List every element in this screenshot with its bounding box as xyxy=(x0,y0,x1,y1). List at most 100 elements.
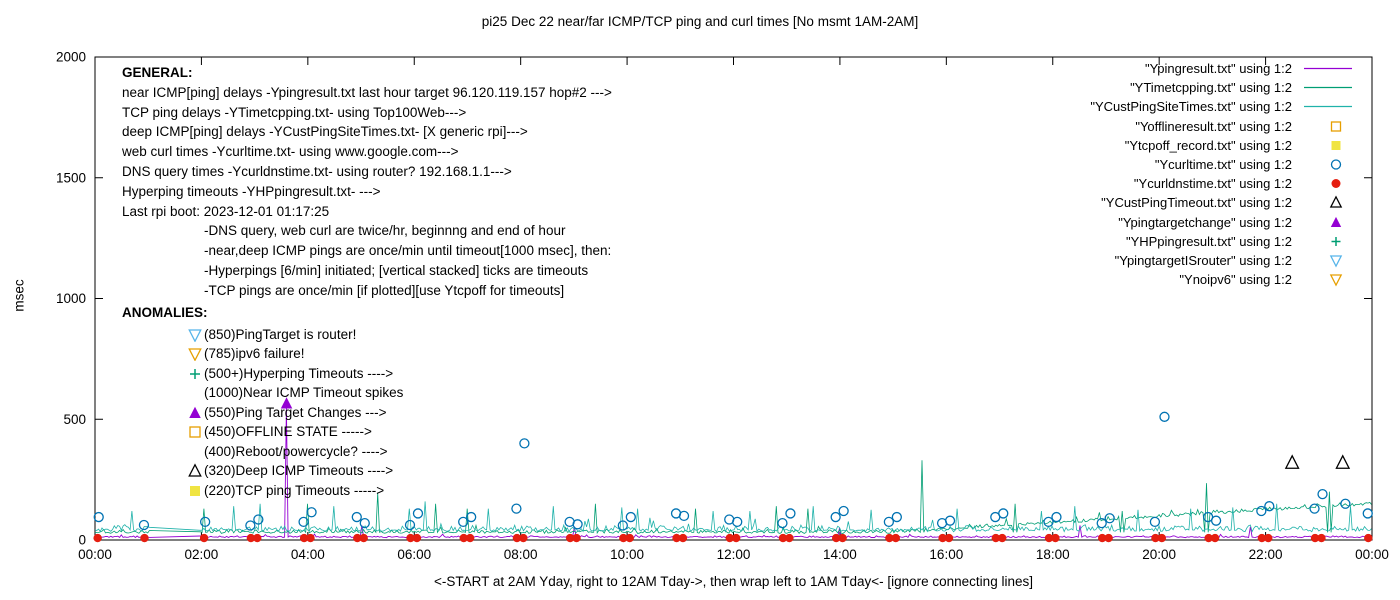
general-notes: GENERAL: near ICMP[ping] delays -Ypingre… xyxy=(122,63,612,301)
legend-entry-label: "YpingtargetISrouter" using 1:2 xyxy=(1114,252,1292,268)
anomaly-item: (500+)Hyperping Timeouts ----> xyxy=(188,364,403,384)
x-axis-label: <-START at 2AM Yday, right to 12AM Tday-… xyxy=(434,574,1033,589)
series-line-YTimetcpping.txt xyxy=(94,460,1372,535)
x-tick-label: 08:00 xyxy=(504,547,538,562)
y-tick-label: 1000 xyxy=(56,291,86,306)
legend-entry-label: "Ypingtargetchange" using 1:2 xyxy=(1118,214,1292,230)
series-markers-Ypingtargetchange xyxy=(280,397,293,409)
legend-entry: "Ypingresult.txt" using 1:2 xyxy=(1090,59,1354,78)
legend-triangle-up-open-icon xyxy=(1329,195,1343,209)
legend-entry: "Yofflineresult.txt" using 1:2 xyxy=(1090,117,1354,136)
legend-entry: "YCustPingSiteTimes.txt" using 1:2 xyxy=(1090,97,1354,116)
triangle-up-open-icon xyxy=(188,463,202,477)
legend-entry: "Ytcpoff_record.txt" using 1:2 xyxy=(1090,136,1354,155)
general-indented-line: -TCP pings are once/min [if plotted][use… xyxy=(204,282,565,298)
x-tick-label: 18:00 xyxy=(1036,547,1070,562)
anomaly-item: (320)Deep ICMP Timeouts ----> xyxy=(188,461,403,481)
anomaly-item: (1000)Near ICMP Timeout spikes xyxy=(188,383,403,403)
marker-spacer xyxy=(188,444,203,459)
anomaly-item: (550)Ping Target Changes ---> xyxy=(188,403,403,423)
y-tick-label: 500 xyxy=(63,412,86,427)
legend-entry-label: "Yofflineresult.txt" using 1:2 xyxy=(1135,118,1292,134)
legend-entry: "YpingtargetISrouter" using 1:2 xyxy=(1090,251,1354,270)
legend-entry-label: "Ycurltime.txt" using 1:2 xyxy=(1154,157,1292,173)
x-tick-label: 22:00 xyxy=(1249,547,1283,562)
x-tick-label: 16:00 xyxy=(929,547,963,562)
anomaly-text: (850)PingTarget is router! xyxy=(204,326,357,342)
x-tick-label: 00:00 xyxy=(1355,547,1389,562)
legend-triangle-down-open-icon xyxy=(1329,255,1343,268)
legend-line-sample xyxy=(1304,87,1352,89)
y-tick-label: 2000 xyxy=(56,50,86,65)
x-tick-label: 02:00 xyxy=(185,547,219,562)
legend-entry: "Ynoipv6" using 1:2 xyxy=(1090,270,1354,289)
square-filled-icon xyxy=(190,485,200,496)
legend-square-filled-icon xyxy=(1331,140,1341,150)
legend-entry-label: "YTimetcpping.txt" using 1:2 xyxy=(1130,80,1292,96)
legend-entry-label: "Ynoipv6" using 1:2 xyxy=(1179,272,1292,288)
anomaly-text: (450)OFFLINE STATE -----> xyxy=(204,424,372,439)
y-tick-label: 1500 xyxy=(56,170,86,185)
marker-spacer xyxy=(188,385,203,400)
legend-entry: "Ycurldnstime.txt" using 1:2 xyxy=(1090,174,1354,193)
general-indented-line: -near,deep ICMP pings are once/min until… xyxy=(204,243,612,259)
legend-plus-icon xyxy=(1331,236,1341,246)
anomaly-item: (220)TCP ping Timeouts -----> xyxy=(188,481,403,501)
anomaly-text: (220)TCP ping Timeouts -----> xyxy=(204,482,385,498)
triangle-down-open-icon xyxy=(188,348,202,362)
legend-entry: "YTimetcpping.txt" using 1:2 xyxy=(1090,78,1354,97)
legend-entry-label: "YCustPingSiteTimes.txt" using 1:2 xyxy=(1090,99,1292,115)
general-line: DNS query times -Ycurldnstime.txt- using… xyxy=(122,163,512,179)
legend: "Ypingresult.txt" using 1:2 "YTimetcpping… xyxy=(1090,59,1354,289)
legend-entry: "Ycurltime.txt" using 1:2 xyxy=(1090,155,1354,174)
plus-icon xyxy=(190,368,200,379)
legend-triangle-up-filled-icon xyxy=(1330,216,1342,227)
series-markers-YCustPingTimeout.txt xyxy=(1284,454,1351,469)
legend-entry-label: "YCustPingTimeout.txt" using 1:2 xyxy=(1101,195,1292,211)
legend-entry-label: "YHPpingresult.txt" using 1:2 xyxy=(1125,233,1292,249)
general-line: near ICMP[ping] delays -Ypingresult.txt … xyxy=(122,84,612,100)
anomaly-text: (500+)Hyperping Timeouts ----> xyxy=(204,365,394,381)
legend-square-open-icon xyxy=(1330,121,1342,132)
x-tick-label: 10:00 xyxy=(610,547,644,562)
chart-title: pi25 Dec 22 near/far ICMP/TCP ping and c… xyxy=(481,14,919,29)
general-indented-line: -DNS query, web curl are twice/hr, begin… xyxy=(204,223,566,239)
legend-line-sample xyxy=(1304,67,1352,70)
legend-entry-label: "Ycurldnstime.txt" using 1:2 xyxy=(1133,176,1292,192)
legend-entry: "YHPpingresult.txt" using 1:2 xyxy=(1090,232,1354,251)
x-tick-label: 20:00 xyxy=(1142,547,1176,562)
series-line-YCustPingSiteTimes.txt xyxy=(94,501,1372,533)
anomaly-text: (785)ipv6 failure! xyxy=(204,346,305,361)
x-tick-label: 06:00 xyxy=(397,547,431,562)
anomaly-item: (850)PingTarget is router! xyxy=(188,325,403,345)
x-tick-label: 14:00 xyxy=(823,547,857,562)
general-line: web curl times -Ycurltime.txt- using www… xyxy=(122,144,459,160)
x-tick-label: 04:00 xyxy=(291,547,325,562)
general-line: Hyperping timeouts -YHPpingresult.txt- -… xyxy=(122,183,381,199)
legend-line-sample xyxy=(1304,106,1352,108)
anomaly-text: (1000)Near ICMP Timeout spikes xyxy=(204,385,404,400)
legend-circle-open-icon xyxy=(1330,159,1342,170)
square-open-icon xyxy=(189,426,201,438)
anomaly-item: (785)ipv6 failure! xyxy=(188,344,403,364)
anomaly-item: (400)Reboot/powercycle? ----> xyxy=(188,442,403,462)
triangle-down-open-icon xyxy=(188,329,202,342)
y-axis-label: msec xyxy=(11,279,27,312)
anomaly-text: (550)Ping Target Changes ---> xyxy=(204,404,387,420)
y-tick-label: 0 xyxy=(78,533,86,548)
anomalies-heading: ANOMALIES: xyxy=(122,305,208,320)
anomaly-text: (320)Deep ICMP Timeouts ----> xyxy=(204,463,394,478)
anomaly-item: (450)OFFLINE STATE -----> xyxy=(188,422,403,442)
general-indented-line: -Hyperpings [6/min] initiated; [vertical… xyxy=(204,262,589,278)
series-line-Ypingresult.txt xyxy=(94,407,1372,539)
legend-triangle-down-open-icon xyxy=(1329,274,1343,287)
series-markers-Ycurldnstime.txt xyxy=(93,533,1373,543)
general-line: deep ICMP[ping] delays -YCustPingSiteTim… xyxy=(122,124,528,140)
legend-entry: "YCustPingTimeout.txt" using 1:2 xyxy=(1090,193,1354,212)
triangle-up-filled-icon xyxy=(189,406,201,418)
legend-entry-label: "Ytcpoff_record.txt" using 1:2 xyxy=(1124,137,1292,153)
x-tick-label: 00:00 xyxy=(78,547,112,562)
general-line: Last rpi boot: 2023-12-01 01:17:25 xyxy=(122,203,330,219)
general-line: TCP ping delays -YTimetcpping.txt- using… xyxy=(122,104,467,120)
